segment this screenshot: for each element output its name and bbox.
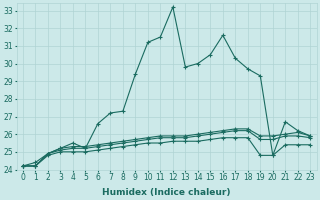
- X-axis label: Humidex (Indice chaleur): Humidex (Indice chaleur): [102, 188, 231, 197]
